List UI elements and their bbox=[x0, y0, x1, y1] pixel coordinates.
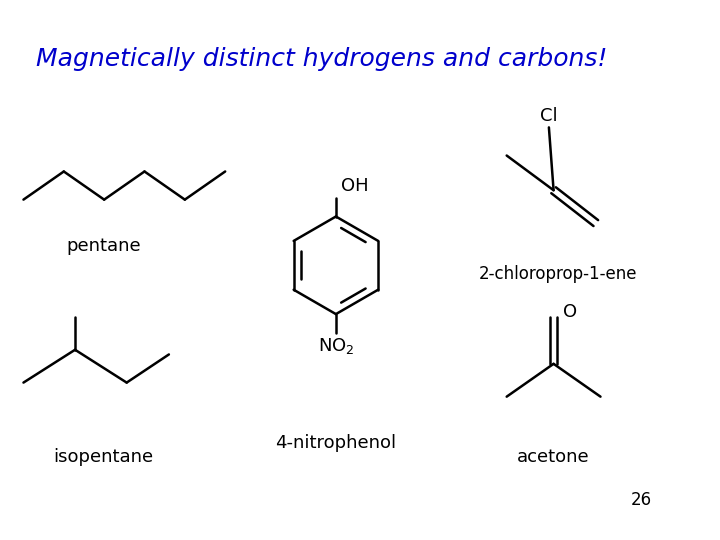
Text: acetone: acetone bbox=[517, 448, 590, 466]
Text: O: O bbox=[563, 303, 577, 321]
Text: OH: OH bbox=[341, 177, 368, 195]
Text: 26: 26 bbox=[631, 491, 652, 509]
Text: Cl: Cl bbox=[540, 106, 558, 125]
Text: isopentane: isopentane bbox=[53, 448, 153, 466]
Text: 4-nitrophenol: 4-nitrophenol bbox=[275, 434, 397, 452]
Text: Magnetically distinct hydrogens and carbons!: Magnetically distinct hydrogens and carb… bbox=[36, 46, 607, 71]
Text: NO$_2$: NO$_2$ bbox=[318, 336, 354, 356]
Text: pentane: pentane bbox=[66, 237, 140, 255]
Text: 2-chloroprop-1-ene: 2-chloroprop-1-ene bbox=[479, 265, 637, 284]
